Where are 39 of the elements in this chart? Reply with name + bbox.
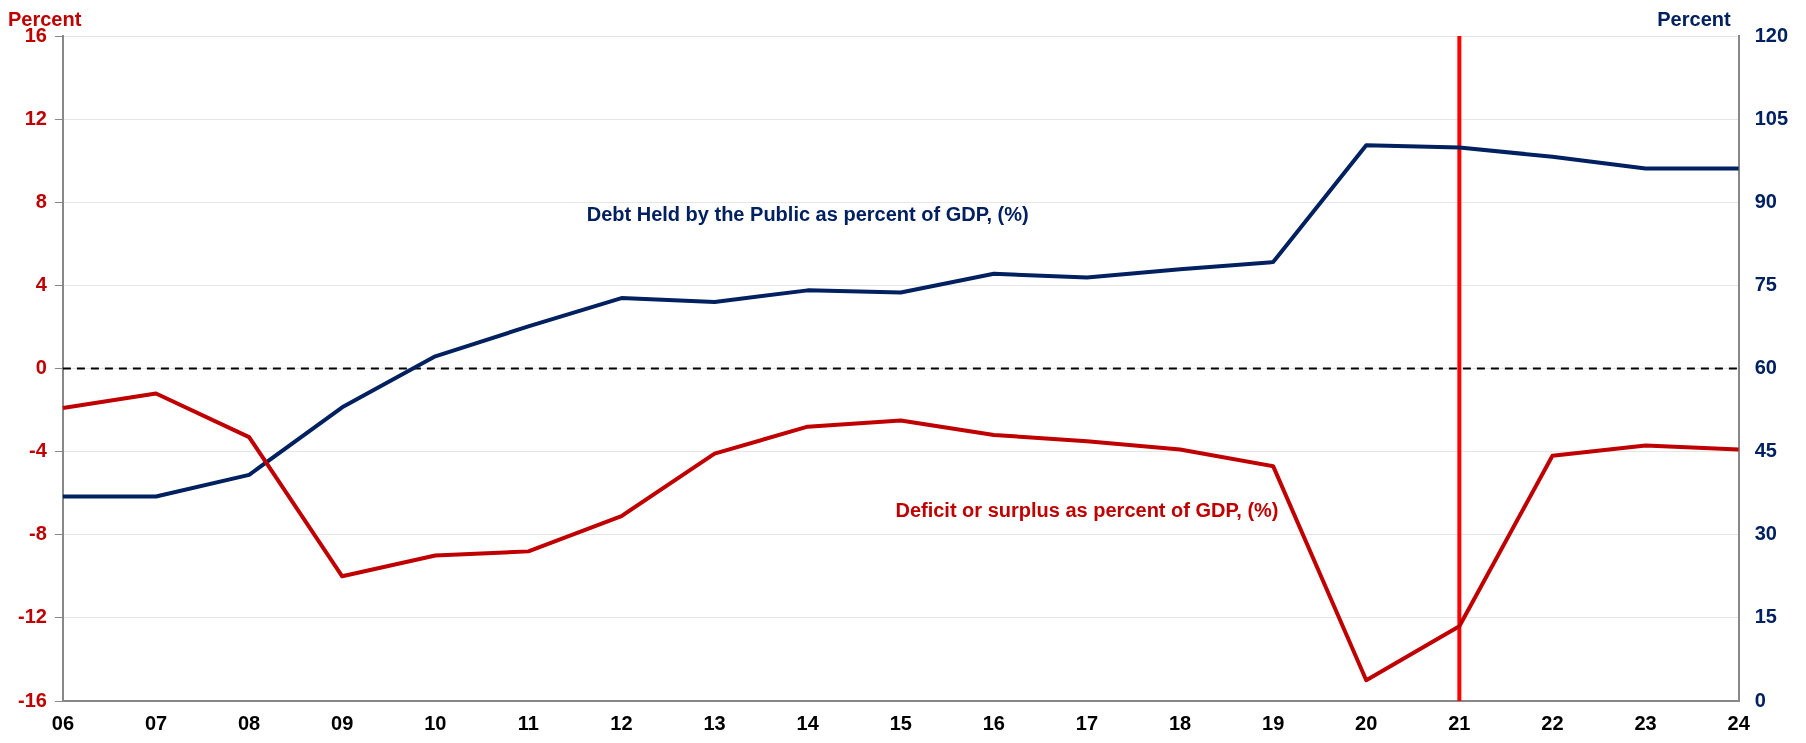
x-tick-label: 09 xyxy=(331,711,354,734)
x-tick-label: 12 xyxy=(610,711,633,734)
y-tick-label: -8 xyxy=(29,522,47,545)
y-tick-label: -12 xyxy=(18,605,47,628)
x-tick-label: 13 xyxy=(703,711,726,734)
x-tick-label: 24 xyxy=(1727,711,1751,734)
y2-tick-label: 60 xyxy=(1754,356,1777,379)
y2-tick-label: 120 xyxy=(1754,23,1789,46)
x-tick-label: 11 xyxy=(517,711,539,734)
x-tick-label: 15 xyxy=(889,711,912,734)
x-tick-label: 06 xyxy=(51,711,75,734)
x-tick-label: 08 xyxy=(237,711,261,734)
y2-tick-label: 45 xyxy=(1754,439,1777,462)
x-tick-label: 14 xyxy=(796,711,820,734)
y2-tick-label: 15 xyxy=(1754,605,1777,628)
y-tick-label: 12 xyxy=(24,106,47,129)
x-tick-label: 20 xyxy=(1355,711,1378,734)
x-tick-label: 10 xyxy=(424,711,447,734)
y2-tick-label: 105 xyxy=(1754,106,1789,129)
y-tick-label: 8 xyxy=(35,189,47,212)
y2-tick-label: 90 xyxy=(1754,189,1777,212)
x-tick-label: 07 xyxy=(144,711,168,734)
x-tick-label: 19 xyxy=(1262,711,1285,734)
y-tick-label: -4 xyxy=(29,439,48,462)
x-tick-label: 22 xyxy=(1541,711,1564,734)
x-tick-label: 16 xyxy=(982,711,1005,734)
x-tick-label: 17 xyxy=(1075,711,1099,734)
y2-tick-label: 30 xyxy=(1754,522,1777,545)
y-tick-label: 4 xyxy=(35,272,48,295)
y2-tick-label: 75 xyxy=(1754,272,1777,295)
x-tick-label: 23 xyxy=(1634,711,1657,734)
y-tick-label: 0 xyxy=(35,356,47,379)
y2-axis-title: Percent xyxy=(1657,7,1731,30)
y2-tick-label: 0 xyxy=(1754,688,1766,711)
text: Debt Held by the Public as percent of GDP, (%) xyxy=(586,202,1029,225)
x-tick-label: 21 xyxy=(1448,711,1471,734)
y-tick-label: -16 xyxy=(18,688,47,711)
series-label: Deficit or surplus as percent of GDP, (%) xyxy=(895,498,1279,521)
x-tick-label: 18 xyxy=(1168,711,1192,734)
